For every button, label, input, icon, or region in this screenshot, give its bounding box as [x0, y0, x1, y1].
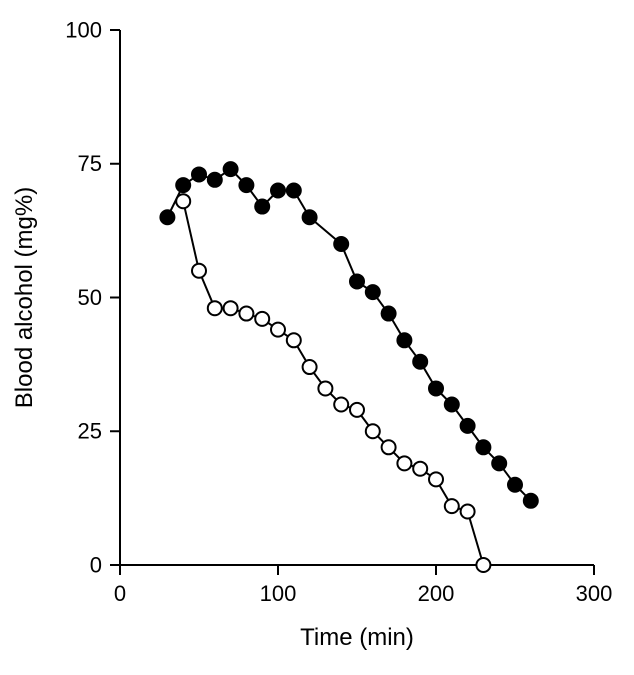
series-marker-filled: [271, 184, 285, 198]
series-marker-filled: [160, 210, 174, 224]
series-marker-filled: [334, 237, 348, 251]
series-marker-open: [224, 301, 238, 315]
series-marker-open: [303, 360, 317, 374]
series-marker-filled: [382, 307, 396, 321]
series-marker-filled: [350, 274, 364, 288]
y-tick-label: 50: [78, 285, 102, 310]
series-marker-open: [271, 323, 285, 337]
series-marker-open: [255, 312, 269, 326]
series-marker-open: [208, 301, 222, 315]
series-marker-filled: [461, 419, 475, 433]
chart-container: 01002003000255075100Time (min)Blood alco…: [0, 0, 634, 675]
series-marker-filled: [429, 381, 443, 395]
series-marker-filled: [508, 478, 522, 492]
y-axis-title: Blood alcohol (mg%): [11, 187, 38, 408]
series-marker-filled: [224, 162, 238, 176]
x-tick-label: 200: [418, 581, 455, 606]
series-marker-open: [350, 403, 364, 417]
series-marker-open: [334, 398, 348, 412]
y-tick-label: 0: [90, 552, 102, 577]
series-marker-filled: [445, 398, 459, 412]
series-marker-filled: [397, 333, 411, 347]
series-marker-filled: [287, 184, 301, 198]
x-tick-label: 100: [260, 581, 297, 606]
series-marker-open: [461, 505, 475, 519]
series-marker-open: [318, 381, 332, 395]
series-marker-open: [192, 264, 206, 278]
y-tick-label: 75: [78, 151, 102, 176]
blood-alcohol-chart: 01002003000255075100Time (min)Blood alco…: [0, 0, 634, 675]
series-marker-filled: [413, 355, 427, 369]
series-marker-open: [445, 499, 459, 513]
series-marker-filled: [239, 178, 253, 192]
x-tick-label: 300: [576, 581, 613, 606]
series-marker-filled: [366, 285, 380, 299]
series-marker-open: [476, 558, 490, 572]
series-marker-open: [413, 462, 427, 476]
series-marker-open: [287, 333, 301, 347]
series-marker-filled: [208, 173, 222, 187]
series-marker-open: [176, 194, 190, 208]
y-tick-label: 100: [65, 17, 102, 42]
x-axis-title: Time (min): [300, 624, 414, 651]
series-marker-filled: [524, 494, 538, 508]
series-marker-filled: [176, 178, 190, 192]
series-marker-filled: [476, 440, 490, 454]
series-marker-open: [239, 307, 253, 321]
series-marker-open: [382, 440, 396, 454]
y-tick-label: 25: [78, 419, 102, 444]
series-marker-filled: [192, 167, 206, 181]
series-marker-filled: [492, 456, 506, 470]
series-marker-filled: [255, 200, 269, 214]
series-line-filled: [167, 169, 530, 501]
series-marker-open: [429, 472, 443, 486]
series-marker-open: [397, 456, 411, 470]
series-marker-filled: [303, 210, 317, 224]
series-marker-open: [366, 424, 380, 438]
x-tick-label: 0: [114, 581, 126, 606]
